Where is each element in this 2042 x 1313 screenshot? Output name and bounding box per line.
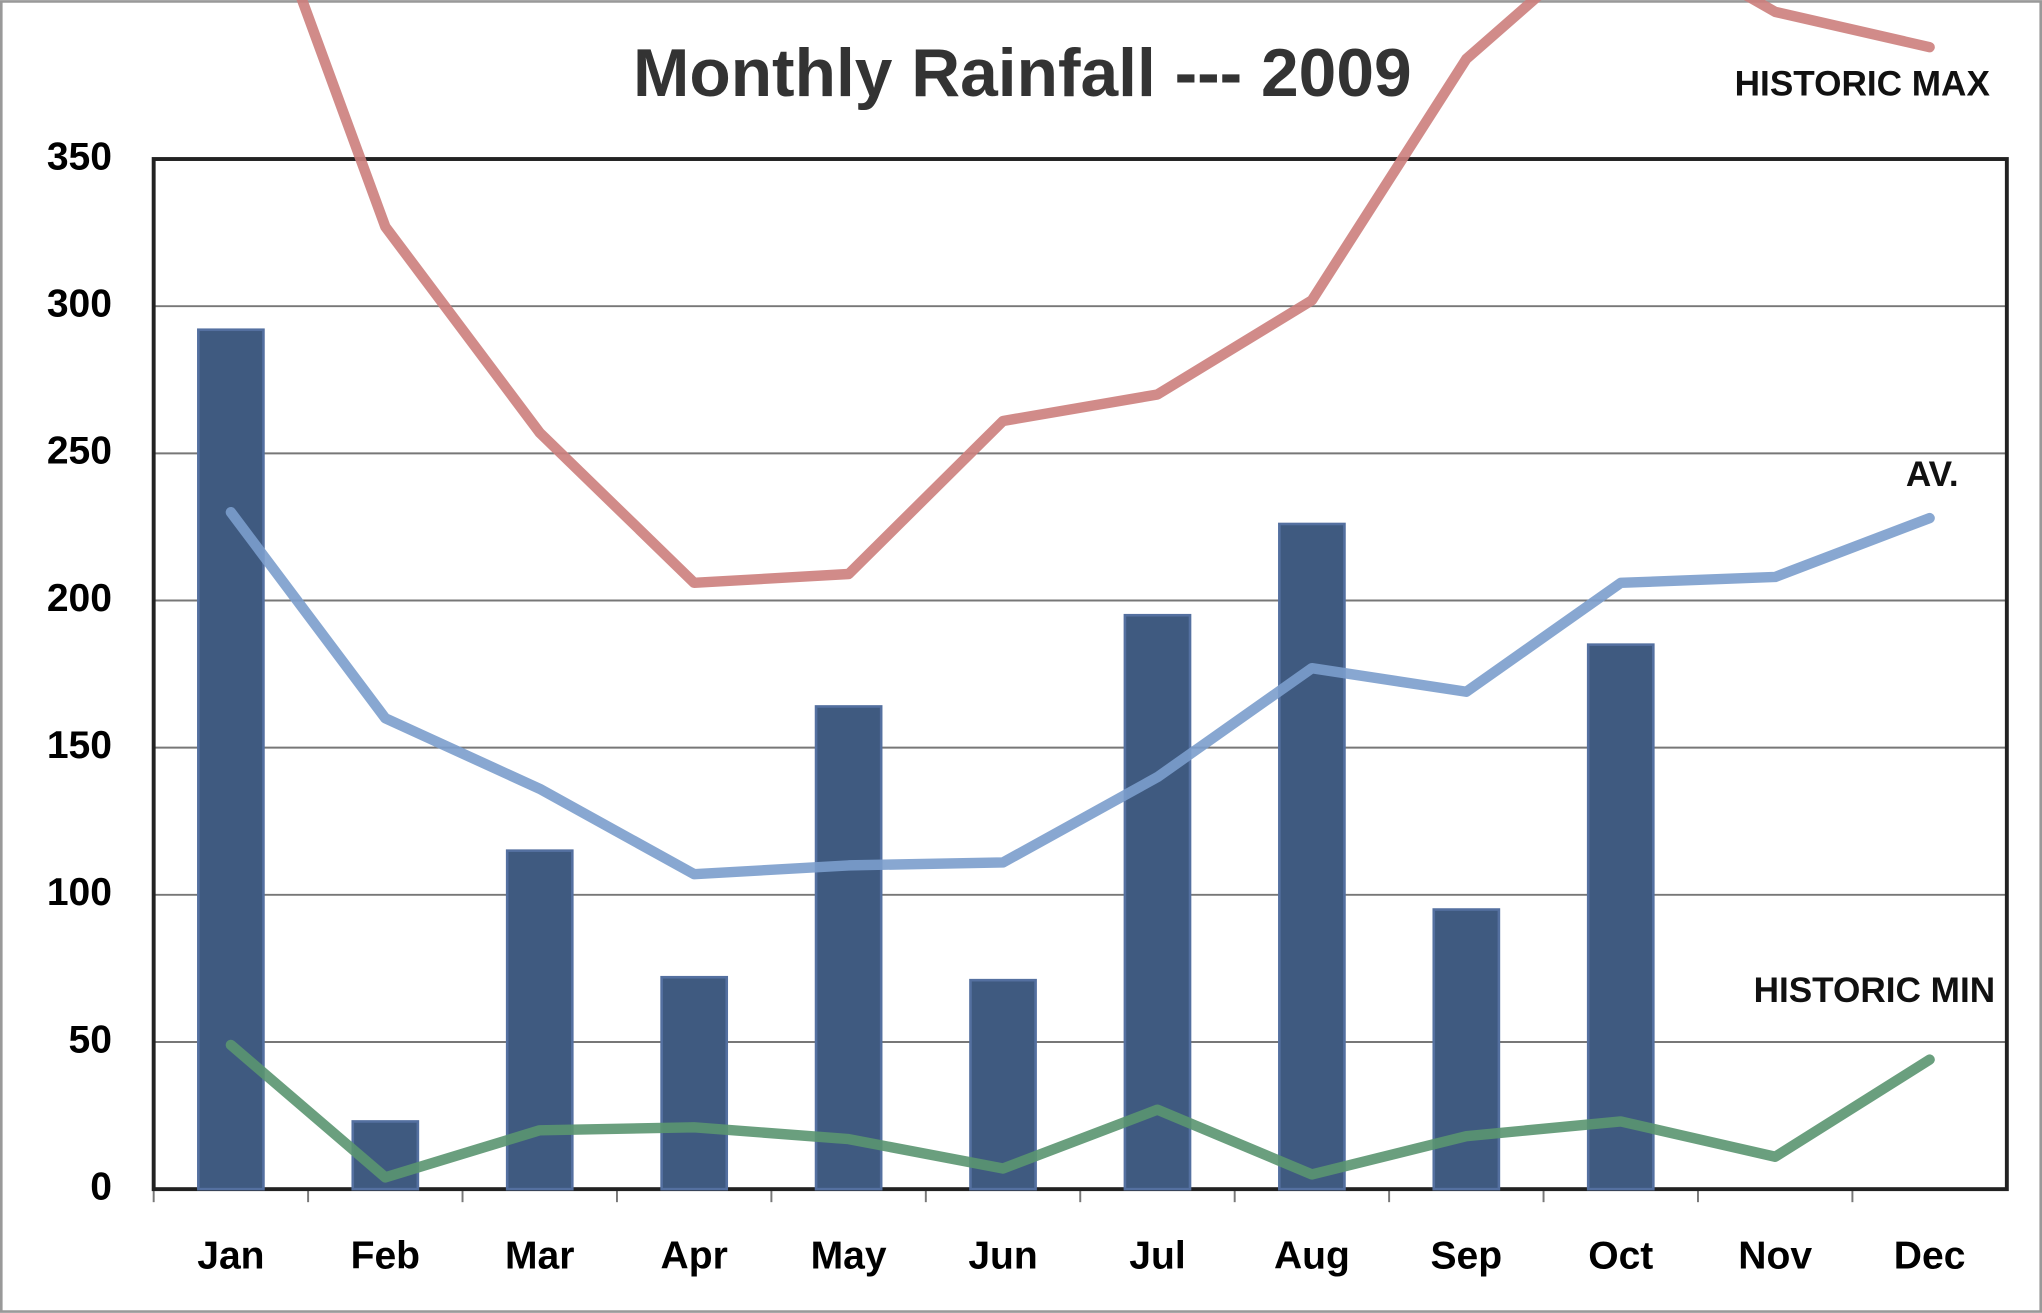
bar: [969, 978, 1037, 1191]
y-tick-label: 150: [47, 724, 112, 767]
y-tick-label: 100: [47, 871, 112, 914]
y-tick-label: 250: [47, 430, 112, 473]
x-tick-label: Jun: [968, 1234, 1037, 1277]
y-tick-label: 0: [90, 1165, 112, 1208]
bar: [814, 705, 883, 1191]
x-tick-label: Oct: [1588, 1234, 1653, 1277]
series-label: AV.: [1906, 455, 1959, 494]
bar: [1278, 522, 1346, 1191]
y-tick-label: 350: [47, 135, 112, 178]
x-tick-label: Sep: [1431, 1234, 1503, 1277]
line: [296, 0, 1935, 589]
bar: [1123, 613, 1192, 1191]
series-label: HISTORIC MIN: [1754, 971, 1996, 1010]
bar: [660, 975, 729, 1191]
chart-title: Monthly Rainfall --- 2009: [633, 36, 1412, 111]
bar: [1432, 908, 1501, 1191]
x-tick-label: Aug: [1274, 1234, 1350, 1277]
plot-border: [151, 157, 2009, 1192]
line: [225, 506, 1935, 880]
x-tick-label: Mar: [505, 1234, 574, 1277]
series-label: HISTORIC MAX: [1735, 64, 1991, 103]
x-tick-label: May: [811, 1234, 887, 1277]
x-tick-label: Jul: [1129, 1234, 1185, 1277]
y-tick-label: 200: [47, 577, 112, 620]
x-tick-label: Feb: [351, 1234, 420, 1277]
x-tick-label: Nov: [1738, 1234, 1812, 1277]
x-tick-label: Jan: [197, 1234, 264, 1277]
bar: [1586, 643, 1655, 1191]
y-tick-label: 300: [47, 282, 112, 325]
x-tick-label: Dec: [1894, 1234, 1966, 1277]
y-tick-label: 50: [69, 1018, 112, 1061]
x-tick-label: Apr: [661, 1234, 728, 1277]
line: [225, 1039, 1935, 1183]
